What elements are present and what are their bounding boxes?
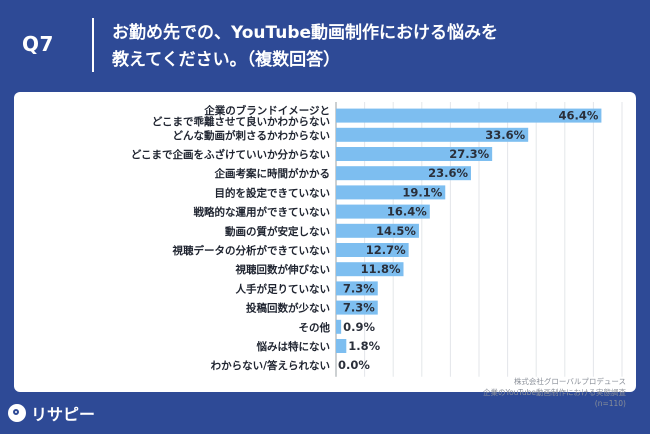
brand-logo: リサピー (8, 398, 95, 428)
source-sample: (n=110) (594, 399, 626, 408)
source-company: 株式会社グローバルプロデュース (513, 377, 626, 386)
bar (336, 300, 378, 315)
category-label: 投稿回数が少ない (246, 302, 330, 315)
category-label: どこまで乖離させて良いかわからない (152, 115, 330, 128)
brand-name: リサピー (31, 405, 96, 424)
value-label: 14.5% (376, 224, 416, 238)
value-label: 27.3% (449, 147, 489, 161)
value-label: 7.3% (343, 281, 375, 295)
bar (336, 319, 342, 334)
value-label: 0.0% (338, 358, 370, 372)
question-number: Q7 (22, 32, 54, 56)
question-title: お勤め先での、YouTube動画制作における悩みを 教えてください。（複数回答） (112, 20, 632, 74)
bar (336, 127, 529, 142)
bar (336, 339, 347, 353)
header-divider (92, 18, 94, 72)
category-label: どこまで企画をふざけていいか分からない (131, 148, 330, 161)
category-label: 企画考案に時間がかかる (214, 167, 331, 180)
bar (336, 108, 602, 123)
bar (336, 204, 430, 219)
category-label: その他 (299, 321, 331, 334)
question-title-line-2: 教えてください。（複数回答） (112, 50, 341, 70)
category-label: わからない/答えられない (211, 359, 330, 372)
value-label: 46.4% (559, 109, 599, 123)
bar (336, 166, 471, 181)
bar (336, 147, 493, 161)
value-label: 16.4% (387, 205, 427, 219)
value-label: 12.7% (366, 243, 406, 257)
value-label: 11.8% (361, 262, 401, 276)
category-label: 人手が足りていない (236, 282, 331, 295)
category-label: 視聴データの分析ができていない (172, 244, 331, 257)
header: Q7 お勤め先での、YouTube動画制作における悩みを 教えてください。（複数… (0, 0, 650, 88)
bar (336, 185, 446, 200)
value-label: 1.8% (348, 339, 380, 353)
category-label: 悩みは特にない (256, 340, 331, 353)
value-label: 19.1% (402, 185, 442, 199)
value-label: 23.6% (428, 166, 468, 180)
category-label: 視聴回数が伸びない (235, 263, 331, 276)
bar (336, 281, 378, 296)
source-note: 株式会社グローバルプロデュース 企業のYouTube動画制作における実態調査 (… (366, 376, 626, 409)
bar (336, 223, 419, 238)
source-survey: 企業のYouTube動画制作における実態調査 (483, 388, 626, 397)
magnifier-logo-icon (8, 404, 26, 422)
category-label: 動画の質が安定しない (225, 225, 330, 238)
category-label: どんな動画が刺さるかわからない (173, 129, 331, 142)
bar (336, 243, 409, 257)
bar (336, 262, 404, 277)
value-label: 7.3% (343, 301, 375, 315)
category-label: 企業のブランドイメージと (203, 104, 330, 117)
category-label: 目的を設定できていない (215, 186, 331, 199)
category-label: 戦略的な運用ができていない (194, 206, 331, 219)
question-title-line-1: お勤め先での、YouTube動画制作における悩みを (112, 23, 499, 43)
chart-panel: 46.4% 企業のブランドイメージと どこまで乖離させて良いかわからない 33.6% ど… (14, 92, 636, 392)
value-label: 33.6% (485, 128, 525, 142)
value-label: 0.9% (343, 320, 375, 334)
